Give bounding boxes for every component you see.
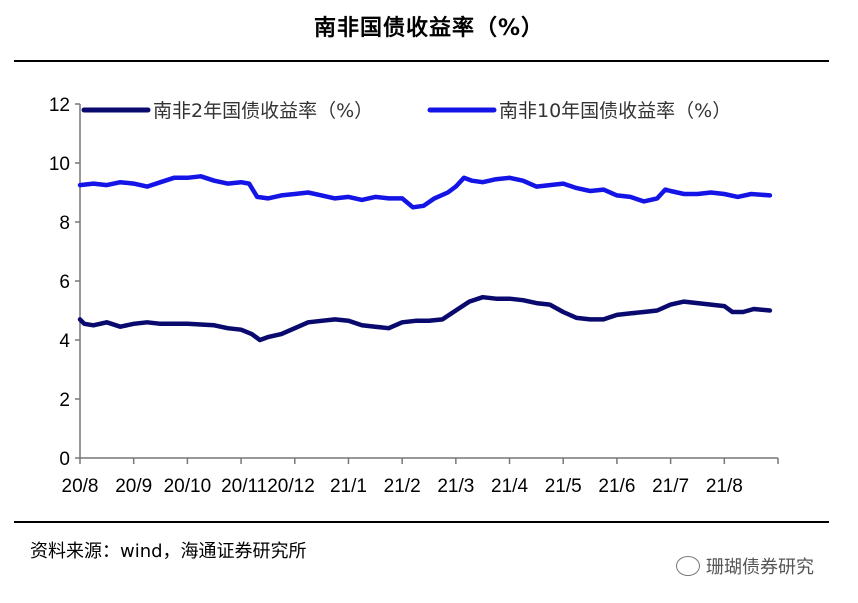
x-tick-label: 21/5 [545,476,582,497]
x-tick-label: 21/7 [652,476,689,497]
x-tick-label: 20/1120/12 [221,476,315,497]
footer-rule [14,521,829,523]
y-tick-label: 8 [59,213,70,234]
legend-label-1: 南非2年国债收益率（%） [153,100,373,122]
title-rule [14,60,829,62]
y-tick-label: 12 [49,95,70,116]
x-tick-label: 21/2 [384,476,421,497]
series-line-1 [77,294,773,343]
watermark-label: 珊瑚债券研究 [706,557,814,578]
line-chart: 0 2 4 6 8 10 12 20/8 20/9 20/10 20/1120/12 21/1 21/2… [49,95,779,497]
wechat-icon [676,556,700,576]
legend-label-2: 南非10年国债收益率（%） [499,100,731,122]
x-tick-label: 20/10 [164,476,212,497]
legend: 南非2年国债收益率（%） 南非10年国债收益率（%） [81,100,731,122]
series-line-2 [77,174,773,210]
x-tick-label: 21/4 [491,476,528,497]
x-tick-label: 21/8 [706,476,743,497]
watermark: 珊瑚债券研究 [676,553,814,579]
x-tick-label: 20/9 [115,476,152,497]
axes: 0 2 4 6 8 10 12 20/8 20/9 20/10 20/1120/12 21/1 21/2… [49,95,779,497]
y-tick-label: 2 [59,390,70,411]
x-tick-label: 21/3 [437,476,474,497]
y-tick-label: 10 [49,154,70,175]
series-lines [77,174,773,343]
y-tick-label: 6 [59,272,70,293]
x-tick-label: 21/6 [598,476,635,497]
page-title: 南非国债收益率（%） [313,16,545,41]
y-tick-label: 0 [59,449,70,470]
x-tick-label: 21/1 [330,476,367,497]
source-note: 资料来源：wind，海通证券研究所 [30,541,307,562]
y-tick-label: 4 [59,331,70,352]
x-tick-label: 20/8 [62,476,99,497]
